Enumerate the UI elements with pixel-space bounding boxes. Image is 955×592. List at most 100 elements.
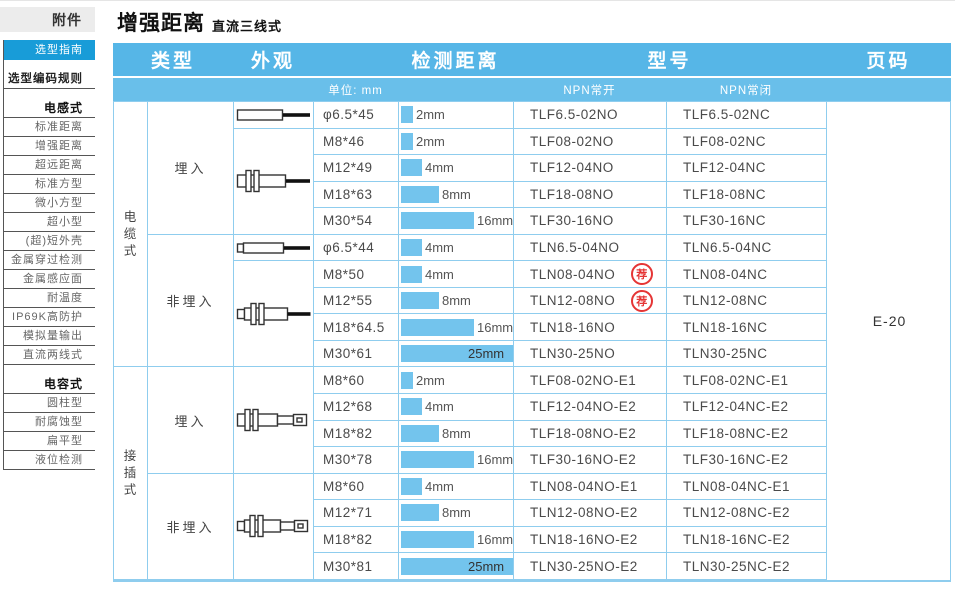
distance-cell: 16mm [399,314,514,341]
sidebar-item-corrosion-resist[interactable]: 耐腐蚀型 [4,413,95,432]
recommended-badge: 荐 [631,263,653,286]
distance-label: 25mm [468,558,505,574]
distance-bar [401,132,413,150]
size-cell: M30*54 [314,208,399,235]
sensor-drawing-cable-threaded-protruding-icon [234,261,314,368]
header-type: 类型 [150,51,195,72]
model-nc-cell: TLF18-08NC [667,181,827,209]
model-text: TLF18-08NO [530,186,614,202]
sidebar-item-ip69k[interactable]: IP69K高防护 [4,308,95,327]
distance-cell: 8mm [399,420,514,448]
distance-bar [401,504,439,522]
model-text: TLN30-25NC-E2 [683,558,791,574]
model-text: TLF12-04NC-E2 [683,399,789,415]
sidebar-item-coding-rule[interactable]: 选型编码规则 [4,70,95,89]
mount-nonflush-connector: 非埋入 [148,473,234,580]
model-nc-cell: TLF6.5-02NC [667,102,827,129]
model-text: TLN18-16NC-E2 [683,532,791,548]
sidebar-menu: 选型指南 选型编码规则 电感式 标准距离 增强距离 超远距离 标准方型 微小方型… [3,40,95,470]
sidebar-item-metal-pass-detect[interactable]: 金属穿过检测 [4,251,95,270]
sidebar-item-ultra-small[interactable]: 超小型 [4,213,95,232]
distance-cell: 25mm [399,340,514,368]
group-cable-type: 电缆式 [114,102,148,368]
model-text: TLN6.5-04NO [530,240,620,255]
distance-bar [401,106,413,124]
model-nc-cell: TLN30-25NC-E2 [667,553,827,580]
model-nc-cell: TLN08-04NC-E1 [667,473,827,501]
model-no-cell: TLF08-02NO [514,128,667,156]
model-text: TLF18-08NC-E2 [683,425,789,441]
distance-label: 8mm [442,186,471,202]
model-nc-cell: TLN08-04NC [667,261,827,288]
sidebar-item-standard-square[interactable]: 标准方型 [4,175,95,194]
model-no-cell: TLF12-04NO [514,155,667,182]
distance-bar [401,318,474,336]
distance-label: 8mm [442,505,471,521]
distance-label: 4mm [425,266,454,282]
table-body: 电缆式 接插式 埋入 非埋入 埋入 非埋入 [113,101,951,582]
distance-cell: 2mm [399,102,514,129]
distance-bar [401,451,474,469]
model-no-cell: TLF6.5-02NO [514,102,667,129]
sensor-drawing-cable-smooth-protruding-icon [234,234,314,262]
model-nc-cell: TLN30-25NC [667,340,827,368]
header-distance: 检测距离 [411,51,500,72]
attachments-tab[interactable]: 附件 [0,7,95,32]
model-no-cell: TLF12-04NO-E2 [514,394,667,421]
distance-label: 2mm [416,107,445,123]
model-nc-cell: TLF08-02NC-E1 [667,367,827,395]
model-text: TLN12-08NC-E2 [683,505,791,521]
sidebar-item-metal-sensing-face[interactable]: 金属感应面 [4,270,95,289]
sidebar-item-selection-guide[interactable]: 选型指南 [4,40,95,60]
distance-label: 4mm [425,240,454,255]
model-text: TLN08-04NC [683,266,768,282]
size-cell: M18*82 [314,526,399,554]
size-cell: M30*81 [314,553,399,580]
sidebar-item-mini-square[interactable]: 微小方型 [4,194,95,213]
distance-cell: 4mm [399,234,514,262]
distance-cell: 4mm [399,473,514,501]
model-text: TLF30-16NO-E2 [530,452,637,468]
distance-label: 8mm [442,425,471,441]
page-title-sub: 直流三线式 [212,19,283,34]
sidebar-item-cylindrical[interactable]: 圆柱型 [4,394,95,413]
sidebar-item-short-housing[interactable]: (超)短外壳 [4,232,95,251]
sidebar-item-dc-two-wire[interactable]: 直流两线式 [4,346,95,365]
sidebar-item-liquid-level[interactable]: 液位检测 [4,451,95,470]
distance-bar [401,398,422,416]
sidebar-item-flat[interactable]: 扁平型 [4,432,95,451]
recommended-badge: 荐 [631,289,653,312]
sidebar-item-analog-output[interactable]: 模拟量输出 [4,327,95,346]
size-cell: M30*78 [314,447,399,474]
distance-label: 16mm [477,532,514,548]
size-cell: φ6.5*44 [314,234,399,262]
sidebar-item-enhanced-distance[interactable]: 增强距离 [4,137,95,156]
distance-cell: 4mm [399,155,514,182]
distance-bar [401,371,413,389]
table-subheader-row: 单位: mm NPN常开 NPN常闭 [113,78,951,101]
model-text: TLN18-16NO [530,319,616,335]
sidebar-item-temperature-resist[interactable]: 耐温度 [4,289,95,308]
model-text: TLN18-16NC [683,319,768,335]
size-cell: M12*71 [314,500,399,527]
distance-cell: 16mm [399,526,514,554]
model-nc-cell: TLN12-08NC-E2 [667,500,827,527]
product-table: 类型 外观 检测距离 型号 页码 单位: mm NPN常开 NPN常闭 电缆式 … [113,43,951,582]
model-no-cell: TLF30-16NO-E2 [514,447,667,474]
menu-divider [4,60,95,70]
subheader-npn-no: NPN常开 [563,84,616,97]
distance-cell: 25mm [399,553,514,580]
page-title: 增强距离 直流三线式 [117,7,282,37]
sidebar-item-standard-distance[interactable]: 标准距离 [4,118,95,137]
sidebar-item-long-distance[interactable]: 超远距离 [4,156,95,175]
model-text: TLN30-25NC [683,346,768,362]
distance-cell: 8mm [399,181,514,209]
table-header-row: 类型 外观 检测距离 型号 页码 [113,43,951,76]
model-text: TLF6.5-02NO [530,107,619,123]
size-cell: M8*50 [314,261,399,288]
model-text: TLN6.5-04NC [683,240,772,255]
distance-cell: 8mm [399,500,514,527]
distance-bar [401,239,422,256]
mount-flush-connector: 埋入 [148,367,234,474]
distance-label: 4mm [425,478,454,494]
